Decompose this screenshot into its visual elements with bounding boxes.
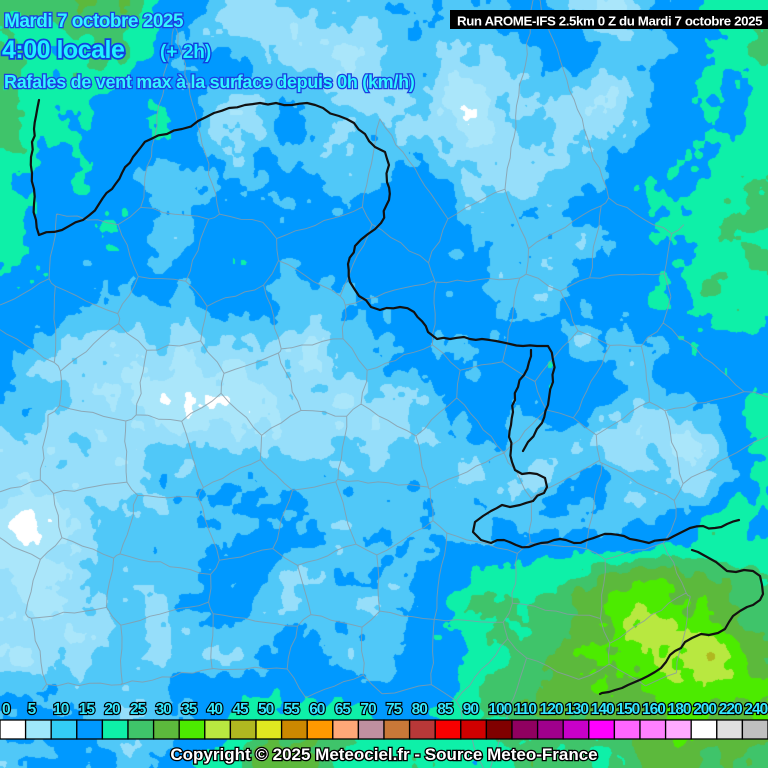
svg-text:Mardi 7 octobre 2025: Mardi 7 octobre 2025: [4, 11, 184, 32]
svg-text:Run AROME-IFS 2.5km 0 Z du Mar: Run AROME-IFS 2.5km 0 Z du Mardi 7 octob…: [457, 13, 763, 28]
svg-text:(+ 2h): (+ 2h): [160, 42, 211, 63]
svg-text:4:00 locale: 4:00 locale: [2, 36, 125, 64]
svg-text:Rafales de vent max à la surfa: Rafales de vent max à la surface depuis …: [4, 72, 415, 92]
